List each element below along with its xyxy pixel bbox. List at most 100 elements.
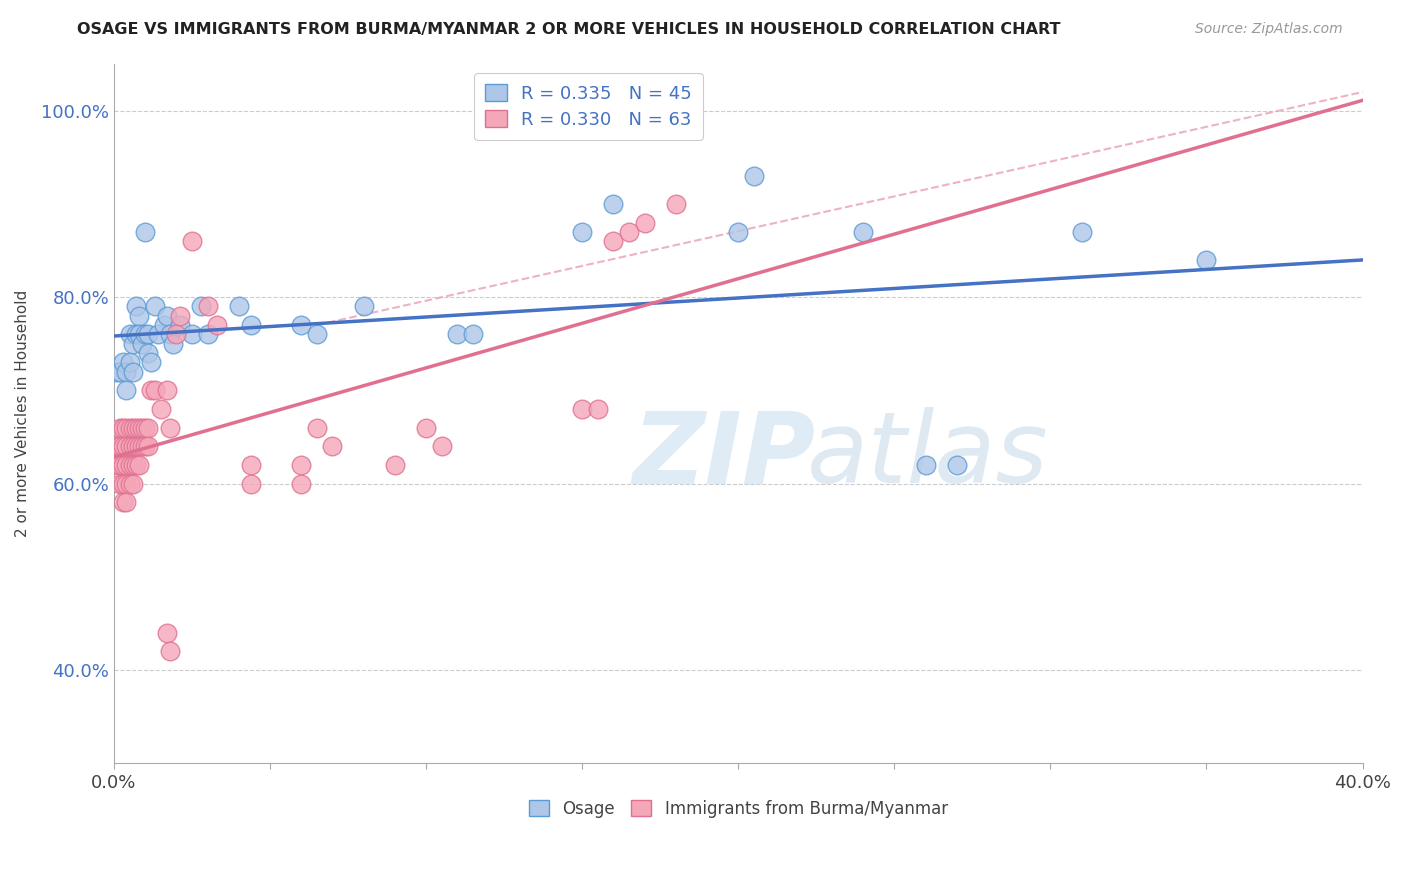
Point xyxy=(125,327,148,342)
Point xyxy=(125,300,148,314)
Text: Source: ZipAtlas.com: Source: ZipAtlas.com xyxy=(1195,22,1343,37)
Text: ZIP: ZIP xyxy=(633,407,815,504)
Point xyxy=(305,327,328,342)
Point xyxy=(115,458,138,472)
Point xyxy=(446,327,468,342)
Point xyxy=(727,225,749,239)
Point xyxy=(136,327,159,342)
Y-axis label: 2 or more Vehicles in Household: 2 or more Vehicles in Household xyxy=(15,290,30,537)
Point xyxy=(112,458,135,472)
Point xyxy=(118,439,141,453)
Point xyxy=(602,234,624,248)
Point xyxy=(162,336,184,351)
Point xyxy=(169,318,191,332)
Point xyxy=(112,439,135,453)
Point xyxy=(415,420,437,434)
Point xyxy=(125,420,148,434)
Point xyxy=(112,495,135,509)
Point xyxy=(121,336,143,351)
Point xyxy=(197,327,219,342)
Point xyxy=(136,346,159,360)
Point xyxy=(110,458,132,472)
Point xyxy=(384,458,406,472)
Point xyxy=(571,225,593,239)
Point xyxy=(141,384,163,398)
Point xyxy=(149,401,172,416)
Point xyxy=(115,420,138,434)
Point xyxy=(141,355,163,369)
Point xyxy=(118,355,141,369)
Point xyxy=(118,476,141,491)
Point xyxy=(115,439,138,453)
Point xyxy=(121,439,143,453)
Point xyxy=(571,401,593,416)
Point xyxy=(105,365,128,379)
Point xyxy=(156,309,179,323)
Point xyxy=(136,420,159,434)
Point xyxy=(118,327,141,342)
Point xyxy=(134,327,156,342)
Point xyxy=(321,439,343,453)
Point xyxy=(136,439,159,453)
Point xyxy=(134,225,156,239)
Point xyxy=(159,327,181,342)
Point xyxy=(461,327,484,342)
Point xyxy=(110,476,132,491)
Point xyxy=(240,458,263,472)
Point xyxy=(146,327,169,342)
Point xyxy=(240,476,263,491)
Point xyxy=(134,439,156,453)
Point xyxy=(165,327,187,342)
Point xyxy=(197,300,219,314)
Point xyxy=(240,318,263,332)
Point xyxy=(602,197,624,211)
Point xyxy=(181,234,204,248)
Point xyxy=(128,327,150,342)
Point xyxy=(121,420,143,434)
Point xyxy=(205,318,228,332)
Text: OSAGE VS IMMIGRANTS FROM BURMA/MYANMAR 2 OR MORE VEHICLES IN HOUSEHOLD CORRELATI: OSAGE VS IMMIGRANTS FROM BURMA/MYANMAR 2… xyxy=(77,22,1062,37)
Point xyxy=(131,420,153,434)
Point xyxy=(128,420,150,434)
Point xyxy=(156,384,179,398)
Point xyxy=(617,225,640,239)
Point xyxy=(914,458,936,472)
Point xyxy=(181,327,204,342)
Point xyxy=(159,420,181,434)
Point xyxy=(665,197,688,211)
Point xyxy=(105,439,128,453)
Point xyxy=(1070,225,1092,239)
Point xyxy=(290,476,312,491)
Point xyxy=(290,318,312,332)
Point xyxy=(115,365,138,379)
Point xyxy=(305,420,328,434)
Point xyxy=(586,401,609,416)
Point xyxy=(945,458,967,472)
Legend: Osage, Immigrants from Burma/Myanmar: Osage, Immigrants from Burma/Myanmar xyxy=(522,793,955,825)
Point xyxy=(121,365,143,379)
Point xyxy=(153,318,176,332)
Point xyxy=(353,300,375,314)
Point xyxy=(156,625,179,640)
Point xyxy=(131,336,153,351)
Point xyxy=(128,458,150,472)
Point xyxy=(430,439,453,453)
Point xyxy=(742,169,765,183)
Point xyxy=(118,420,141,434)
Point xyxy=(115,476,138,491)
Point xyxy=(105,458,128,472)
Point xyxy=(159,644,181,658)
Point xyxy=(125,458,148,472)
Point xyxy=(131,439,153,453)
Point xyxy=(125,439,148,453)
Point xyxy=(128,439,150,453)
Point xyxy=(169,309,191,323)
Point xyxy=(110,365,132,379)
Point xyxy=(143,300,166,314)
Point xyxy=(143,384,166,398)
Point xyxy=(112,355,135,369)
Point xyxy=(115,384,138,398)
Point xyxy=(118,458,141,472)
Point xyxy=(134,420,156,434)
Point xyxy=(228,300,250,314)
